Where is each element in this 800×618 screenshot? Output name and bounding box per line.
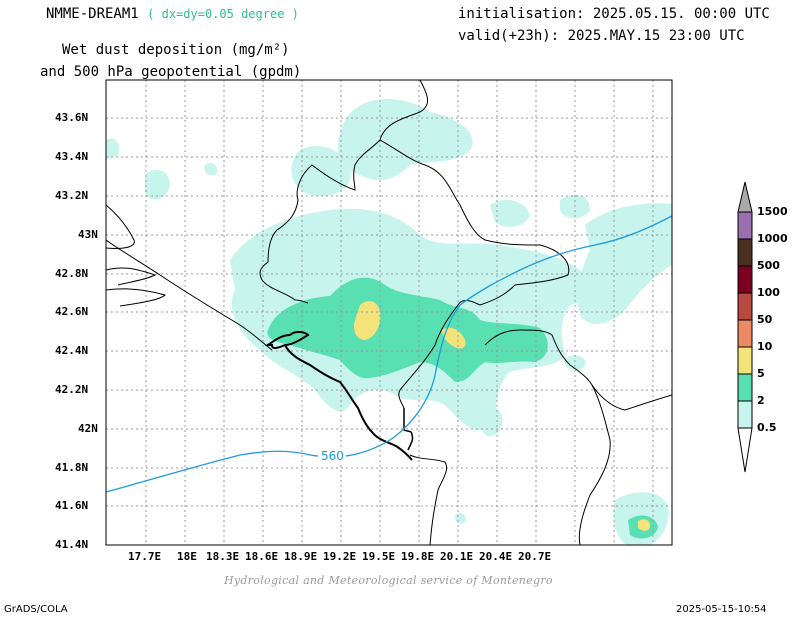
variable-title-line2: and 500 hPa geopotential (gpdm): [40, 64, 302, 80]
y-tick-label: 43.4N: [55, 150, 89, 163]
legend-swatch-5: [737, 373, 753, 402]
legend-label: 100: [757, 286, 780, 299]
x-tick-label: 19.5E: [362, 550, 396, 563]
legend-label: 1000: [757, 232, 788, 245]
x-tick-label: 18E: [177, 550, 197, 563]
x-tick-label: 20.4E: [479, 550, 513, 563]
x-tick-label: 17.7E: [128, 550, 162, 563]
dust-field-high: [354, 300, 651, 531]
credit-line: Hydrological and Meteorological service …: [224, 574, 553, 587]
map-grid: [106, 80, 672, 545]
y-tick-label: 42.6N: [55, 305, 89, 318]
geopotential-contour-560: [106, 215, 672, 493]
legend-label: 2: [757, 394, 765, 407]
dust-field: [106, 98, 672, 545]
init-time: initialisation: 2025.05.15. 00:00 UTC: [458, 6, 770, 22]
y-tick-label: 43N: [78, 228, 98, 241]
footer-software: GrADS/COLA: [4, 604, 68, 615]
legend-arrow-bottom: [737, 427, 753, 473]
legend-label: 10: [757, 340, 773, 353]
legend-arrow-top: [737, 181, 753, 213]
legend-swatch-2: [737, 400, 753, 429]
legend-swatch-1500: [737, 211, 753, 240]
y-tick-label: 42.4N: [55, 344, 89, 357]
y-tick-label: 41.6N: [55, 499, 89, 512]
legend-label: 5: [757, 367, 765, 380]
variable-title-line1: Wet dust deposition (mg/m²): [62, 42, 290, 58]
footer-timestamp: 2025-05-15-10:54: [676, 604, 767, 615]
resolution-label: ( dx=dy=0.05 degree ): [147, 7, 299, 21]
x-tick-label: 18.3E: [206, 550, 240, 563]
legend-label: 1500: [757, 205, 788, 218]
y-tick-label: 41.4N: [55, 538, 89, 551]
x-tick-label: 18.6E: [245, 550, 279, 563]
map-frame: [105, 79, 673, 546]
x-tick-label: 19.2E: [323, 550, 357, 563]
country-borders: [106, 80, 672, 545]
y-tick-label: 41.8N: [55, 461, 89, 474]
valid-time: valid(+23h): 2025.MAY.15 23:00 UTC: [458, 28, 745, 44]
legend-label: 50: [757, 313, 773, 326]
model-title: NMME-DREAM1 ( dx=dy=0.05 degree ): [46, 6, 299, 22]
x-tick-label: 20.7E: [518, 550, 552, 563]
y-tick-label: 43.2N: [55, 189, 89, 202]
y-tick-label: 43.6N: [55, 111, 89, 124]
legend-colorbar: [737, 181, 753, 473]
legend-swatch-1000: [737, 238, 753, 267]
x-tick-label: 20.1E: [440, 550, 474, 563]
y-tick-label: 42.2N: [55, 383, 89, 396]
x-tick-label: 19.8E: [401, 550, 435, 563]
legend-swatch-500: [737, 265, 753, 294]
contour-label: 560: [321, 449, 344, 463]
x-tick-label: 18.9E: [284, 550, 318, 563]
y-tick-label: 42.8N: [55, 267, 89, 280]
legend-label: 0.5: [757, 421, 777, 434]
legend-swatch-10: [737, 346, 753, 375]
legend-label: 500: [757, 259, 780, 272]
y-tick-label: 42N: [78, 422, 98, 435]
legend-swatch-100: [737, 292, 753, 321]
legend-swatch-50: [737, 319, 753, 348]
contour-label-bg: [318, 449, 346, 463]
model-name: NMME-DREAM1: [46, 6, 139, 22]
